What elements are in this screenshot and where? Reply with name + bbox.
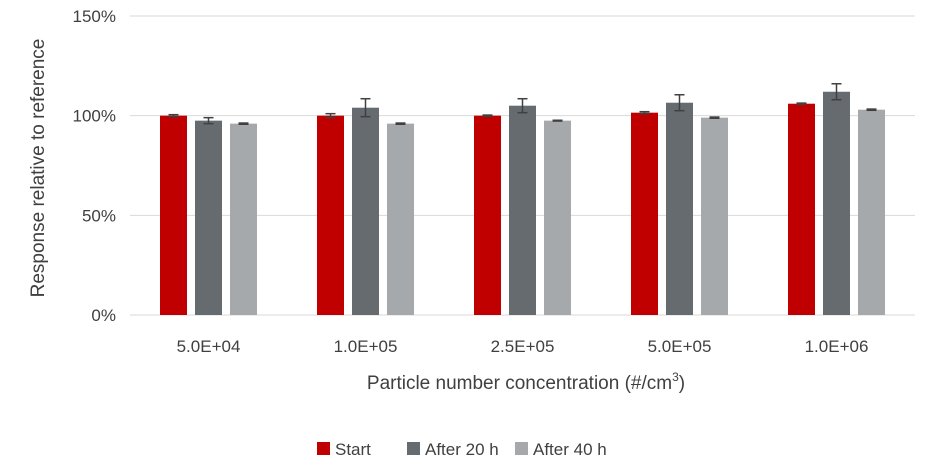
error-bar bbox=[482, 114, 493, 118]
bar bbox=[387, 123, 414, 315]
x-tick-label: 1.0E+05 bbox=[334, 337, 398, 356]
bar bbox=[701, 117, 728, 315]
legend-label: After 40 h bbox=[533, 440, 607, 459]
bar bbox=[509, 105, 536, 315]
legend-swatch bbox=[515, 442, 528, 455]
error-bar bbox=[360, 97, 371, 118]
x-axis-title: Particle number concentration (#/cm3) bbox=[367, 370, 685, 394]
x-tick-label: 2.5E+05 bbox=[491, 337, 555, 356]
error-bar bbox=[238, 122, 249, 125]
bar bbox=[352, 107, 379, 316]
x-axis-title-tail: ) bbox=[679, 373, 685, 394]
legend-item: After 40 h bbox=[515, 440, 607, 459]
bar bbox=[544, 120, 571, 316]
error-bar bbox=[168, 113, 179, 118]
bar bbox=[195, 120, 222, 316]
error-bar bbox=[395, 122, 406, 125]
y-tick-labels: 0% 50% 100% 150% bbox=[73, 7, 116, 325]
error-bar bbox=[674, 93, 685, 112]
error-bar bbox=[831, 83, 842, 101]
bar bbox=[823, 91, 850, 315]
error-bar bbox=[866, 108, 877, 112]
x-axis-title-base: Particle number concentration (#/cm bbox=[367, 373, 672, 394]
x-tick-labels: 5.0E+04 1.0E+05 2.5E+05 5.0E+05 1.0E+06 bbox=[177, 337, 869, 356]
error-bar bbox=[709, 116, 720, 120]
error-bar bbox=[796, 102, 807, 106]
legend-swatch bbox=[317, 442, 330, 455]
bar bbox=[666, 102, 693, 316]
bar bbox=[230, 123, 257, 315]
y-tick-label: 150% bbox=[73, 7, 116, 26]
y-tick-label: 50% bbox=[82, 206, 116, 225]
error-bars bbox=[168, 83, 877, 125]
error-bar bbox=[325, 112, 336, 119]
y-axis-title: Response relative to reference bbox=[28, 39, 49, 298]
x-tick-label: 5.0E+04 bbox=[177, 337, 241, 356]
bar bbox=[160, 115, 187, 316]
bar bbox=[474, 115, 501, 316]
bar bbox=[858, 109, 885, 315]
x-tick-label: 1.0E+06 bbox=[805, 337, 869, 356]
x-axis-title-sup: 3 bbox=[672, 370, 679, 384]
error-bar bbox=[639, 110, 650, 115]
legend: Start After 20 h After 40 h bbox=[317, 440, 607, 459]
bar bbox=[788, 103, 815, 315]
y-tick-label: 0% bbox=[91, 306, 116, 325]
error-bar bbox=[517, 97, 528, 114]
bar bbox=[317, 115, 344, 316]
error-bar bbox=[203, 116, 214, 125]
error-bar bbox=[552, 119, 563, 122]
bar bbox=[631, 112, 658, 315]
legend-label: After 20 h bbox=[425, 440, 499, 459]
legend-item: Start bbox=[317, 440, 371, 459]
legend-item: After 20 h bbox=[407, 440, 499, 459]
y-tick-label: 100% bbox=[73, 107, 116, 126]
legend-swatch bbox=[407, 442, 420, 455]
bars bbox=[160, 91, 885, 316]
x-tick-label: 5.0E+05 bbox=[648, 337, 712, 356]
legend-label: Start bbox=[335, 440, 371, 459]
